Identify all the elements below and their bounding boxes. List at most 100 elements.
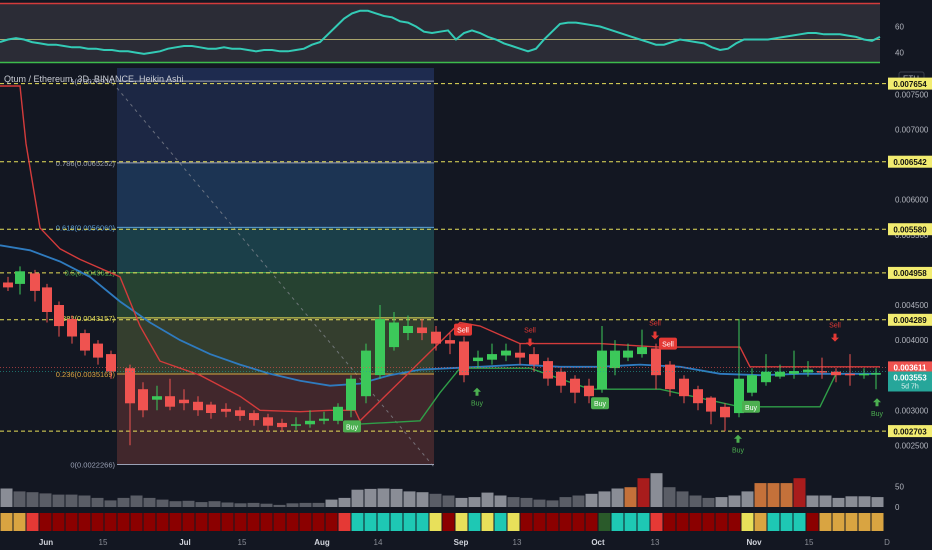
heat-cell [715,513,728,531]
fib-zone [117,317,434,374]
time-axis-label: 15 [238,538,247,547]
candle-body [206,404,216,413]
down-arrow-icon [651,331,659,340]
bullish-candle [487,343,497,365]
current-price-value: 0.003611 [894,364,927,373]
time-axis-label: D [884,538,890,547]
buy-signal: Buy [871,398,884,418]
price-axis: ETH 0.0075000.0070000.0065000.0060000.00… [0,71,932,450]
fib-zone [117,374,434,465]
candle-body [179,399,189,404]
current-price-badge [888,371,932,392]
candle-body [319,418,329,421]
bullish-candle [803,361,813,377]
signal-tag [343,420,361,433]
volume-bar [26,492,39,507]
candle-body [125,368,135,404]
fib-level-label: 0.382(0.0043157) [56,314,116,323]
candle-body [487,354,497,360]
heat-cell [754,513,767,531]
signal-label: Sell [829,323,841,330]
heat-cell [728,513,741,531]
sell-signal: Sell [829,323,841,342]
bearish-candle [845,354,855,386]
bullish-candle [389,312,399,351]
signal-label: Buy [745,405,758,412]
candle-body [445,340,455,344]
volume-bar [572,495,585,507]
bullish-candle [375,305,385,379]
heat-cell [52,513,65,531]
candle-body [291,424,301,426]
candle-body [431,331,441,344]
heat-cell [455,513,468,531]
volume-bar [741,491,754,507]
bearish-candle [206,401,216,419]
volume-bar [793,478,806,507]
bullish-candle [859,368,869,379]
heat-cell [598,513,611,531]
bearish-candle [165,378,175,411]
price-tick-label: 0.007000 [895,126,929,135]
bearish-candle [277,418,287,432]
volume-panel: 50 0 [0,473,904,512]
fib-zone [117,162,434,228]
volume-bar [156,499,169,507]
price-level-value: 0.006542 [893,158,927,167]
bullish-candle [15,266,25,295]
volume-bar [364,488,377,507]
bearish-candle [417,319,427,341]
bearish-candle [30,269,40,302]
bearish-candle [235,406,245,421]
candle-body [389,322,399,348]
volume-bar [468,497,481,507]
heat-cell [806,513,819,531]
candle-body [734,378,744,414]
time-axis-label: 15 [99,538,108,547]
heat-cell [377,513,390,531]
volume-bar [780,483,793,507]
volume-bar [858,496,871,507]
bearish-candle [693,385,703,411]
volume-bar [455,497,468,507]
moving-average-line [0,244,880,387]
candle-body [15,271,25,284]
volume-bar [715,497,728,507]
price-panel: 1(0.0076904) 0.786(0.0065252) 0.618(0.0056… [0,68,888,470]
heat-cell [169,513,182,531]
bearish-candle [54,301,64,337]
candle-body [80,333,90,351]
volume-bar [130,495,143,507]
candle-body [3,282,13,288]
volume-bar [481,492,494,507]
candle-body [346,378,356,411]
volume-bar [832,497,845,507]
heat-cell [468,513,481,531]
candle-body [235,410,245,416]
buy-signal: Buy [591,397,609,410]
heat-cell [637,513,650,531]
bearish-candle [125,364,135,446]
oscillator-tick-label: 60 [895,23,904,32]
heat-cell [39,513,52,531]
oscillator-tick-label: 40 [895,49,904,58]
candle-body [637,347,647,355]
heat-cell [0,513,13,531]
bearish-candle [570,375,580,404]
candle-body [584,385,594,397]
price-level-badge [888,77,932,90]
volume-bar [416,492,429,507]
signal-label: Sell [662,342,674,349]
candle-body [706,397,716,412]
volume-bar [871,497,884,507]
signal-label: Sell [457,328,469,335]
bearish-candle [179,389,189,411]
trailing-stop-line [0,85,880,422]
heat-cell [741,513,754,531]
volume-bar [520,497,533,507]
heat-cell [559,513,572,531]
heat-cell [13,513,26,531]
volume-bar [221,502,234,507]
heat-cell [312,513,325,531]
